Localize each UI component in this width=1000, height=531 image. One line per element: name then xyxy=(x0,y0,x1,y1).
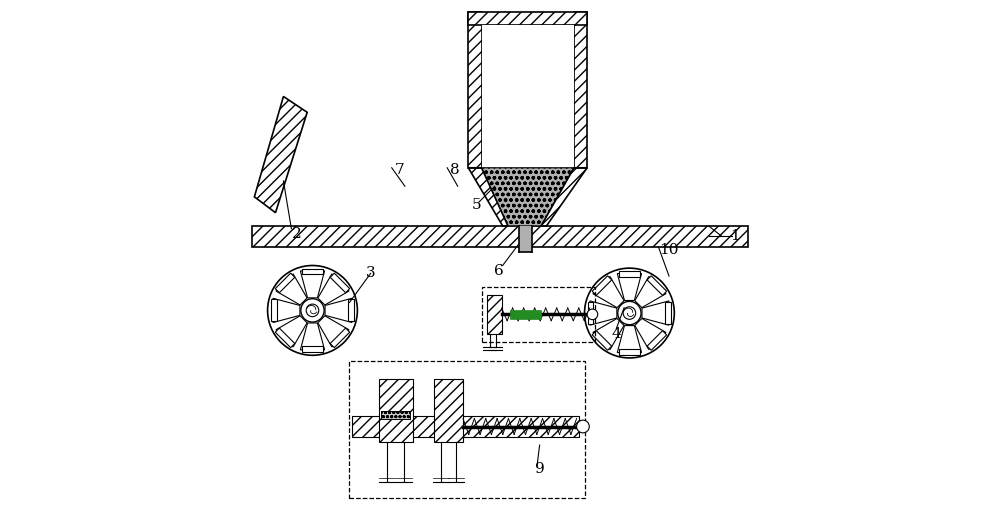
Polygon shape xyxy=(275,273,295,293)
Polygon shape xyxy=(468,12,587,25)
Polygon shape xyxy=(635,319,666,349)
Polygon shape xyxy=(300,271,325,298)
Polygon shape xyxy=(302,269,323,275)
Polygon shape xyxy=(276,316,307,347)
Polygon shape xyxy=(468,12,482,168)
Polygon shape xyxy=(665,302,671,324)
Polygon shape xyxy=(330,328,350,348)
Polygon shape xyxy=(588,302,593,324)
Polygon shape xyxy=(647,331,667,350)
Polygon shape xyxy=(510,310,541,319)
Polygon shape xyxy=(381,411,410,419)
Polygon shape xyxy=(482,168,574,226)
Polygon shape xyxy=(252,226,748,247)
Text: 9: 9 xyxy=(535,462,544,476)
Polygon shape xyxy=(619,349,640,355)
Circle shape xyxy=(306,304,319,316)
Polygon shape xyxy=(590,301,617,325)
Text: 1: 1 xyxy=(730,229,740,243)
Polygon shape xyxy=(482,25,574,168)
Polygon shape xyxy=(619,271,640,277)
Polygon shape xyxy=(593,319,624,349)
Polygon shape xyxy=(300,323,325,350)
Text: 5: 5 xyxy=(471,198,481,212)
Polygon shape xyxy=(647,276,667,295)
Polygon shape xyxy=(541,168,587,226)
Polygon shape xyxy=(273,298,300,322)
Polygon shape xyxy=(302,346,323,352)
Polygon shape xyxy=(330,273,350,293)
Text: 8: 8 xyxy=(450,164,460,177)
Circle shape xyxy=(587,309,598,320)
Polygon shape xyxy=(617,326,642,353)
Polygon shape xyxy=(635,277,666,307)
Polygon shape xyxy=(352,416,579,436)
Polygon shape xyxy=(642,301,669,325)
Circle shape xyxy=(577,420,589,433)
Polygon shape xyxy=(318,274,349,305)
Circle shape xyxy=(623,307,636,319)
Circle shape xyxy=(301,299,324,322)
Polygon shape xyxy=(348,299,354,321)
Polygon shape xyxy=(379,380,413,442)
Circle shape xyxy=(618,302,641,325)
Text: 4: 4 xyxy=(611,327,621,341)
Polygon shape xyxy=(318,316,349,347)
Polygon shape xyxy=(468,168,508,226)
Polygon shape xyxy=(325,298,352,322)
Text: 3: 3 xyxy=(366,267,375,280)
Polygon shape xyxy=(487,295,502,334)
Text: 7: 7 xyxy=(395,164,404,177)
Polygon shape xyxy=(434,380,463,442)
Text: 2: 2 xyxy=(292,227,302,241)
Polygon shape xyxy=(592,276,612,295)
Text: 10: 10 xyxy=(659,243,679,256)
Text: 6: 6 xyxy=(494,264,504,278)
Polygon shape xyxy=(617,273,642,301)
Polygon shape xyxy=(254,97,307,213)
Polygon shape xyxy=(275,328,295,348)
Polygon shape xyxy=(519,226,532,252)
Polygon shape xyxy=(593,277,624,307)
Polygon shape xyxy=(271,299,277,321)
Polygon shape xyxy=(574,12,587,168)
Polygon shape xyxy=(592,331,612,350)
Polygon shape xyxy=(276,274,307,305)
